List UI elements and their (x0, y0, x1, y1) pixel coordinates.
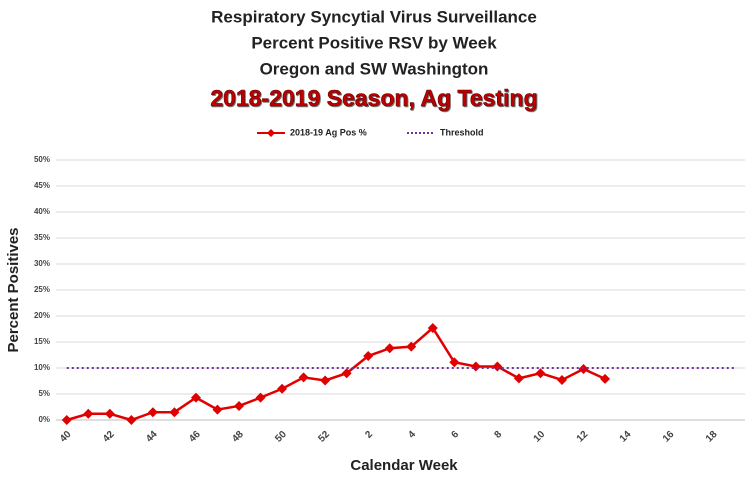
data-point (341, 368, 352, 379)
x-tick-label: 18 (704, 429, 720, 445)
data-point (255, 392, 266, 403)
data-point (470, 361, 481, 372)
data-point (298, 372, 309, 383)
data-point (427, 322, 438, 333)
data-point (578, 364, 589, 375)
x-tick-label: 14 (618, 429, 634, 445)
data-point (126, 415, 137, 425)
x-tick-label: 4 (406, 429, 418, 441)
data-point (169, 407, 180, 418)
data-point (363, 351, 374, 362)
y-axis-label: Percent Positives (5, 227, 22, 352)
season-title: 2018-2019 Season, Ag Testing (210, 85, 537, 111)
y-tick-label: 10% (34, 363, 50, 372)
data-point (277, 383, 288, 394)
data-point (384, 343, 395, 354)
data-point (556, 374, 567, 385)
chart-subtitle: Oregon and SW Washington (260, 59, 489, 78)
data-point (535, 368, 546, 379)
y-tick-label: 20% (34, 311, 50, 320)
data-point (600, 373, 611, 384)
x-tick-label: 16 (661, 429, 677, 445)
y-tick-label: 40% (34, 207, 50, 216)
x-tick-label: 42 (101, 429, 117, 445)
data-point (104, 408, 115, 419)
y-tick-label: 45% (34, 181, 50, 190)
data-point (449, 357, 460, 368)
legend-marker (267, 129, 275, 137)
x-tick-label: 12 (575, 429, 591, 445)
data-point (212, 404, 223, 415)
y-tick-label: 25% (34, 285, 50, 294)
chart-subtitle: Percent Positive RSV by Week (251, 33, 497, 52)
data-point (190, 392, 201, 403)
data-point (320, 375, 331, 386)
legend-label: Threshold (440, 127, 484, 137)
data-point (492, 361, 503, 372)
y-tick-label: 5% (38, 389, 50, 398)
y-tick-label: 30% (34, 259, 50, 268)
x-tick-label: 46 (187, 429, 203, 445)
data-point (83, 408, 94, 419)
data-point (234, 400, 245, 411)
y-tick-label: 15% (34, 337, 50, 346)
chart-title: Respiratory Syncytial Virus Surveillance (211, 7, 537, 26)
data-point (406, 341, 417, 352)
data-point (61, 415, 72, 425)
x-tick-label: 44 (144, 429, 160, 445)
y-tick-label: 50% (34, 155, 50, 164)
y-tick-label: 35% (34, 233, 50, 242)
x-tick-label: 2 (363, 429, 375, 441)
x-tick-label: 10 (532, 429, 548, 445)
x-tick-label: 40 (58, 429, 74, 445)
x-tick-label: 48 (230, 429, 246, 445)
x-tick-label: 8 (492, 429, 504, 441)
data-point (147, 407, 158, 418)
x-axis-label: Calendar Week (350, 457, 458, 474)
x-tick-label: 52 (316, 429, 332, 445)
x-tick-label: 50 (273, 429, 289, 445)
legend-label: 2018-19 Ag Pos % (290, 127, 367, 137)
y-tick-label: 0% (38, 415, 50, 424)
data-point (513, 373, 524, 384)
x-tick-label: 6 (449, 429, 461, 441)
